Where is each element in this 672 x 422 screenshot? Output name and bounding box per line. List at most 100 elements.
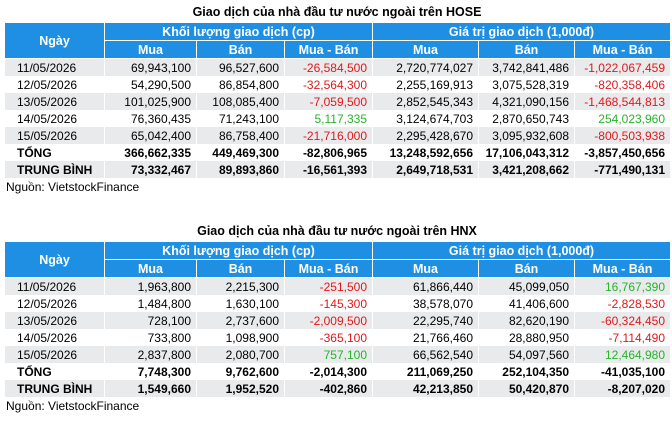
volume-net-cell: -7,059,500 (284, 93, 373, 110)
table-row: 11/05/2026 1,963,800 2,215,300 -251,500 … (4, 277, 672, 295)
volume-net-cell: 5,117,335 (284, 110, 373, 127)
value-buy-cell: 211,069,250 (372, 363, 479, 380)
date-cell: 11/05/2026 (4, 58, 105, 76)
volume-sell-cell: 108,085,400 (196, 93, 285, 110)
value-sell-cell: 2,870,650,743 (478, 110, 575, 127)
source-note: Nguồn: VietstockFinance (6, 180, 140, 194)
value-buy-cell: 2,649,718,531 (372, 161, 479, 178)
date-cell: 14/05/2026 (4, 329, 105, 346)
date-cell: 13/05/2026 (4, 312, 105, 329)
volume-sell-cell: 2,080,700 (196, 346, 285, 363)
volume-buy-cell: 76,360,435 (104, 110, 197, 127)
volume-net-cell: -402,860 (284, 380, 373, 397)
hnx-table: Ngày Khối lượng giao dịch (cp) Giá trị g… (4, 241, 672, 397)
value-sell-cell: 41,406,600 (478, 295, 575, 312)
value-buy-cell: 2,720,774,027 (372, 58, 479, 76)
column-header-value-sell: Bán (478, 259, 575, 278)
value-buy-cell: 2,255,169,913 (372, 76, 479, 93)
total-label: TỔNG (4, 363, 105, 380)
average-row: TRUNG BÌNH 73,332,467 89,893,860 -16,561… (4, 161, 672, 178)
volume-buy-cell: 69,943,100 (104, 58, 197, 76)
value-buy-cell: 22,295,740 (372, 312, 479, 329)
date-cell: 15/05/2026 (4, 127, 105, 144)
column-header-volume-net: Mua - Bán (284, 40, 373, 59)
value-buy-cell: 61,866,440 (372, 277, 479, 295)
table-row: 12/05/2026 1,484,800 1,630,100 -145,300 … (4, 295, 672, 312)
value-net-cell: 254,023,960 (573, 110, 672, 127)
value-sell-cell: 28,880,950 (478, 329, 575, 346)
column-header-date: Ngày (4, 22, 105, 59)
value-sell-cell: 45,099,050 (478, 277, 575, 295)
date-cell: 15/05/2026 (4, 346, 105, 363)
average-label: TRUNG BÌNH (4, 380, 105, 397)
volume-net-cell: -251,500 (284, 277, 373, 295)
volume-net-cell: -2,014,300 (284, 363, 373, 380)
volume-sell-cell: 2,737,600 (196, 312, 285, 329)
value-net-cell: -820,358,406 (573, 76, 672, 93)
volume-sell-cell: 86,758,400 (196, 127, 285, 144)
group-header-value: Giá trị giao dịch (1,000đ) (371, 241, 672, 260)
value-net-cell: -7,114,490 (573, 329, 672, 346)
volume-net-cell: -145,300 (284, 295, 373, 312)
hose-section: Giao dịch của nhà đầu tư nước ngoài trên… (4, 2, 672, 196)
hose-table: Ngày Khối lượng giao dịch (cp) Giá trị g… (4, 22, 672, 178)
date-cell: 13/05/2026 (4, 93, 105, 110)
volume-buy-cell: 1,549,660 (104, 380, 197, 397)
value-buy-cell: 42,213,850 (372, 380, 479, 397)
value-buy-cell: 21,766,460 (372, 329, 479, 346)
column-header-volume-buy: Mua (104, 40, 197, 59)
volume-buy-cell: 366,662,335 (104, 144, 197, 161)
volume-sell-cell: 1,098,900 (196, 329, 285, 346)
column-header-value-sell: Bán (478, 40, 575, 59)
column-header-volume-net: Mua - Bán (284, 259, 373, 278)
value-net-cell: -60,324,450 (573, 312, 672, 329)
volume-buy-cell: 1,963,800 (104, 277, 197, 295)
volume-buy-cell: 2,837,800 (104, 346, 197, 363)
group-header-volume: Khối lượng giao dịch (cp) (104, 241, 373, 260)
value-net-cell: -771,490,131 (573, 161, 672, 178)
column-header-volume-sell: Bán (196, 40, 285, 59)
value-net-cell: -1,022,067,459 (573, 58, 672, 76)
value-net-cell: -800,503,938 (573, 127, 672, 144)
value-buy-cell: 2,295,428,670 (372, 127, 479, 144)
hose-title: Giao dịch của nhà đầu tư nước ngoài trên… (192, 5, 482, 19)
column-header-value-buy: Mua (372, 259, 479, 278)
value-net-cell: -2,828,530 (573, 295, 672, 312)
volume-sell-cell: 86,854,800 (196, 76, 285, 93)
value-sell-cell: 3,075,528,319 (478, 76, 575, 93)
volume-buy-cell: 101,025,900 (104, 93, 197, 110)
volume-buy-cell: 733,800 (104, 329, 197, 346)
date-cell: 14/05/2026 (4, 110, 105, 127)
volume-sell-cell: 71,243,100 (196, 110, 285, 127)
table-row: 15/05/2026 65,042,400 86,758,400 -21,716… (4, 127, 672, 144)
volume-buy-cell: 54,290,500 (104, 76, 197, 93)
value-sell-cell: 3,742,841,486 (478, 58, 575, 76)
volume-net-cell: 757,100 (284, 346, 373, 363)
table-row: 13/05/2026 101,025,900 108,085,400 -7,05… (4, 93, 672, 110)
source-note: Nguồn: VietstockFinance (6, 399, 140, 413)
table-row: 13/05/2026 728,100 2,737,600 -2,009,500 … (4, 312, 672, 329)
total-row: TỔNG 7,748,300 9,762,600 -2,014,300 211,… (4, 363, 672, 380)
value-buy-cell: 66,562,540 (372, 346, 479, 363)
value-net-cell: -8,207,020 (573, 380, 672, 397)
hnx-title: Giao dịch của nhà đầu tư nước ngoài trên… (197, 224, 477, 238)
table-row: 14/05/2026 733,800 1,098,900 -365,100 21… (4, 329, 672, 346)
volume-net-cell: -16,561,393 (284, 161, 373, 178)
hnx-section: Giao dịch của nhà đầu tư nước ngoài trên… (4, 221, 672, 415)
value-net-cell: -3,857,450,656 (573, 144, 672, 161)
column-header-value-net: Mua - Bán (573, 40, 672, 59)
value-sell-cell: 3,095,932,608 (478, 127, 575, 144)
value-sell-cell: 17,106,043,312 (478, 144, 575, 161)
volume-net-cell: -21,716,000 (284, 127, 373, 144)
volume-net-cell: -2,009,500 (284, 312, 373, 329)
value-sell-cell: 252,104,350 (478, 363, 575, 380)
value-sell-cell: 4,321,090,156 (478, 93, 575, 110)
volume-sell-cell: 9,762,600 (196, 363, 285, 380)
volume-sell-cell: 89,893,860 (196, 161, 285, 178)
average-row: TRUNG BÌNH 1,549,660 1,952,520 -402,860 … (4, 380, 672, 397)
value-buy-cell: 2,852,545,343 (372, 93, 479, 110)
date-cell: 11/05/2026 (4, 277, 105, 295)
volume-sell-cell: 1,630,100 (196, 295, 285, 312)
volume-sell-cell: 449,469,300 (196, 144, 285, 161)
value-net-cell: -1,468,544,813 (573, 93, 672, 110)
